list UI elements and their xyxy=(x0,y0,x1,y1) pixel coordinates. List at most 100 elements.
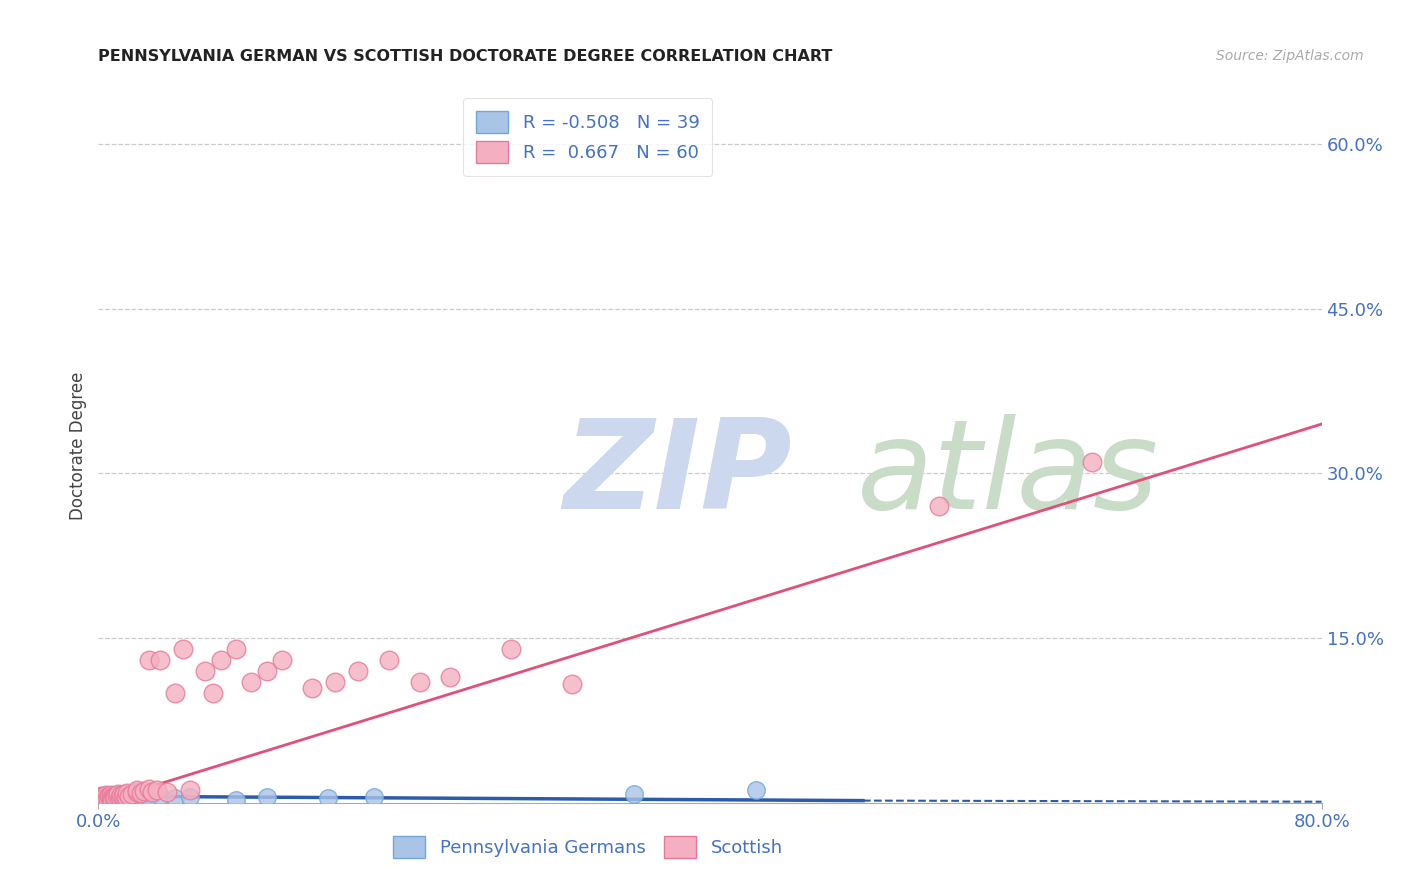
Point xyxy=(115,790,138,805)
Point xyxy=(225,792,247,806)
Point xyxy=(118,789,141,804)
Point xyxy=(209,653,232,667)
Point xyxy=(179,782,201,797)
Point xyxy=(90,791,112,805)
Point xyxy=(89,790,111,805)
Point xyxy=(408,675,430,690)
Y-axis label: Doctorate Degree: Doctorate Degree xyxy=(69,372,87,520)
Point xyxy=(111,789,134,804)
Point xyxy=(89,792,111,806)
Point xyxy=(91,792,114,806)
Point xyxy=(623,787,645,801)
Point xyxy=(94,792,117,806)
Point xyxy=(98,789,121,804)
Point xyxy=(108,791,131,805)
Point xyxy=(256,790,278,805)
Point xyxy=(163,686,186,700)
Point xyxy=(378,653,401,667)
Point xyxy=(141,785,163,799)
Point xyxy=(316,791,339,805)
Point xyxy=(100,788,122,802)
Point xyxy=(110,790,132,805)
Point xyxy=(90,791,112,805)
Point xyxy=(347,664,370,678)
Point xyxy=(110,788,132,802)
Point xyxy=(101,792,124,806)
Point xyxy=(115,788,138,802)
Point xyxy=(91,790,114,805)
Point xyxy=(301,681,323,695)
Point xyxy=(93,791,115,805)
Point xyxy=(501,642,523,657)
Point xyxy=(94,791,117,805)
Point xyxy=(134,783,156,797)
Point xyxy=(202,686,225,700)
Point xyxy=(194,664,217,678)
Text: atlas: atlas xyxy=(856,414,1159,535)
Point xyxy=(97,792,120,806)
Point xyxy=(107,787,129,801)
Point xyxy=(928,500,950,514)
Point xyxy=(112,791,135,805)
Point xyxy=(105,789,128,804)
Point xyxy=(145,782,167,797)
Point xyxy=(125,789,148,804)
Point xyxy=(103,791,125,805)
Point xyxy=(98,790,121,805)
Point xyxy=(118,790,141,805)
Legend: Pennsylvania Germans, Scottish: Pennsylvania Germans, Scottish xyxy=(385,829,790,865)
Point xyxy=(561,677,583,691)
Point xyxy=(138,791,160,805)
Point xyxy=(108,790,131,805)
Point xyxy=(91,789,114,804)
Point xyxy=(163,791,186,805)
Point xyxy=(363,790,385,805)
Point xyxy=(121,787,143,801)
Point xyxy=(179,790,201,805)
Point xyxy=(97,789,120,804)
Point xyxy=(270,653,292,667)
Point xyxy=(156,785,179,799)
Point xyxy=(103,791,125,805)
Point xyxy=(138,653,160,667)
Point xyxy=(325,675,347,690)
Point xyxy=(90,789,112,804)
Point xyxy=(172,642,194,657)
Point xyxy=(104,790,127,805)
Point xyxy=(101,789,124,804)
Point xyxy=(439,669,461,683)
Point xyxy=(121,791,143,805)
Point xyxy=(117,786,139,800)
Point xyxy=(94,788,117,802)
Point xyxy=(103,788,125,802)
Point xyxy=(149,653,172,667)
Point xyxy=(103,789,125,804)
Point xyxy=(100,788,122,802)
Point xyxy=(91,792,114,806)
Point xyxy=(97,792,120,806)
Point xyxy=(129,792,152,806)
Text: PENNSYLVANIA GERMAN VS SCOTTISH DOCTORATE DEGREE CORRELATION CHART: PENNSYLVANIA GERMAN VS SCOTTISH DOCTORAT… xyxy=(98,49,832,64)
Point xyxy=(256,664,278,678)
Point xyxy=(100,791,122,805)
Point xyxy=(125,785,148,799)
Point xyxy=(240,675,263,690)
Point xyxy=(105,790,128,805)
Point xyxy=(93,789,115,804)
Point xyxy=(107,789,129,804)
Point xyxy=(111,789,134,804)
Point xyxy=(104,792,127,806)
Point xyxy=(129,786,152,800)
Point xyxy=(138,781,160,796)
Point xyxy=(101,790,124,805)
Point xyxy=(745,782,768,797)
Point xyxy=(134,790,156,805)
Point xyxy=(225,642,247,657)
Point xyxy=(89,790,111,805)
Point xyxy=(100,791,122,805)
Text: ZIP: ZIP xyxy=(564,414,792,535)
Point xyxy=(97,790,120,805)
Point xyxy=(125,782,148,797)
Point xyxy=(112,787,135,801)
Text: Source: ZipAtlas.com: Source: ZipAtlas.com xyxy=(1216,49,1364,63)
